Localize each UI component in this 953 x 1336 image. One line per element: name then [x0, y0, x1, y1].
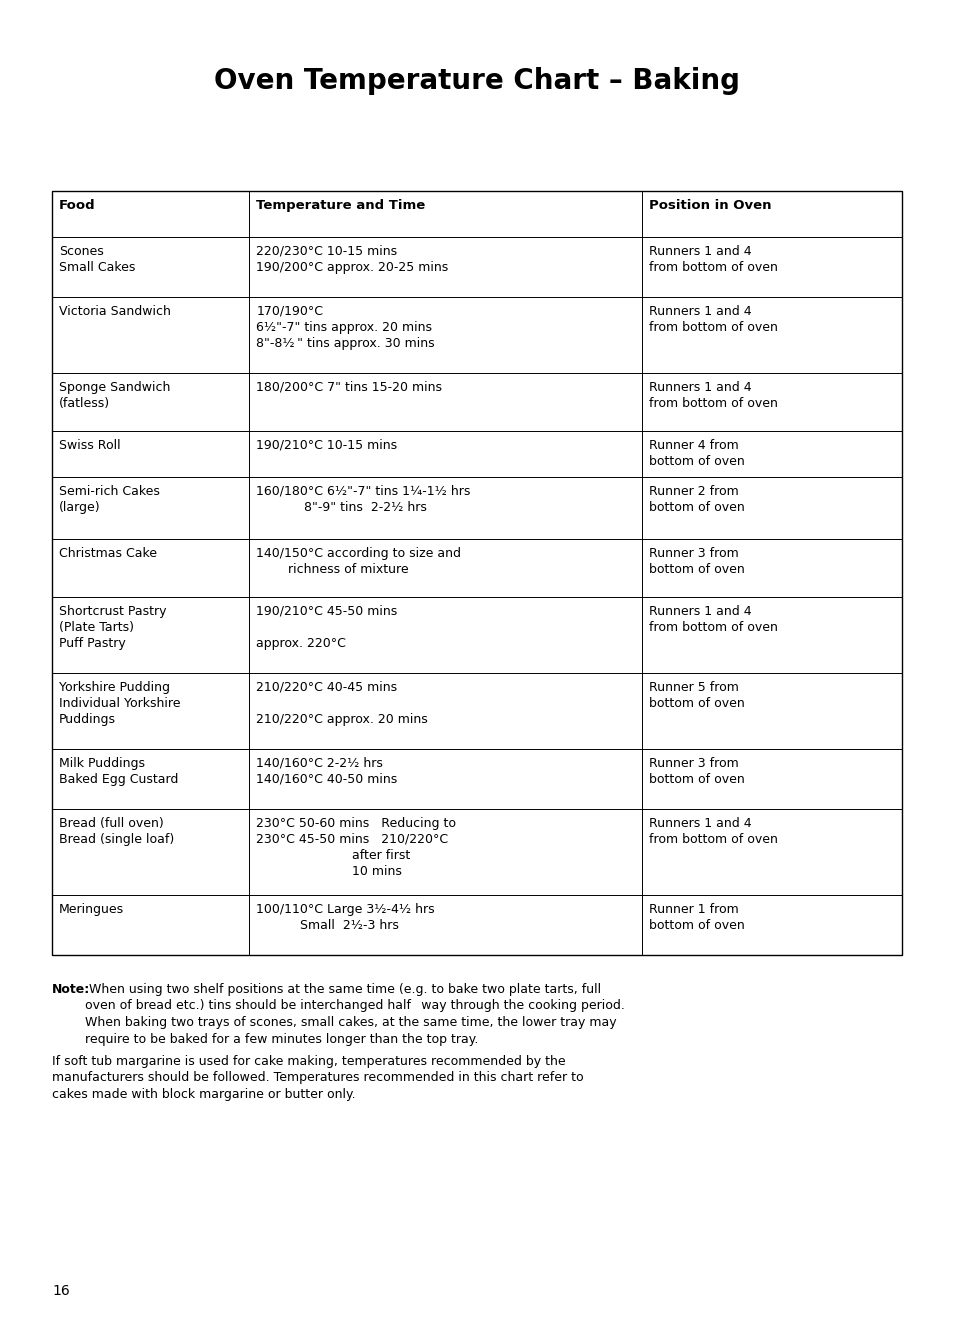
Text: Runner 3 from
bottom of oven: Runner 3 from bottom of oven [648, 546, 744, 576]
Text: 220/230°C 10-15 mins
190/200°C approx. 20-25 mins: 220/230°C 10-15 mins 190/200°C approx. 2… [256, 244, 448, 274]
Text: When using two shelf positions at the same time (e.g. to bake two plate tarts, f: When using two shelf positions at the sa… [85, 983, 624, 1046]
Text: Christmas Cake: Christmas Cake [59, 546, 157, 560]
Text: Runners 1 and 4
from bottom of oven: Runners 1 and 4 from bottom of oven [648, 244, 777, 274]
Text: 160/180°C 6½"-7" tins 1¼-1½ hrs
            8"-9" tins  2-2½ hrs: 160/180°C 6½"-7" tins 1¼-1½ hrs 8"-9" ti… [256, 485, 470, 514]
Text: Runner 4 from
bottom of oven: Runner 4 from bottom of oven [648, 440, 744, 468]
Text: 210/220°C 40-45 mins

210/220°C approx. 20 mins: 210/220°C 40-45 mins 210/220°C approx. 2… [256, 681, 428, 725]
Text: Position in Oven: Position in Oven [648, 199, 771, 212]
Text: Bread (full oven)
Bread (single loaf): Bread (full oven) Bread (single loaf) [59, 818, 174, 846]
Text: Sponge Sandwich
(fatless): Sponge Sandwich (fatless) [59, 381, 171, 410]
Bar [52, 191, 901, 955]
Text: 140/150°C according to size and
        richness of mixture: 140/150°C according to size and richness… [256, 546, 460, 576]
Text: Runners 1 and 4
from bottom of oven: Runners 1 and 4 from bottom of oven [648, 381, 777, 410]
Text: Victoria Sandwich: Victoria Sandwich [59, 305, 171, 318]
Text: Runner 1 from
bottom of oven: Runner 1 from bottom of oven [648, 903, 744, 933]
Text: 190/210°C 10-15 mins: 190/210°C 10-15 mins [256, 440, 396, 452]
Text: 100/110°C Large 3½-4½ hrs
           Small  2½-3 hrs: 100/110°C Large 3½-4½ hrs Small 2½-3 hrs [256, 903, 435, 933]
Text: 140/160°C 2-2½ hrs
140/160°C 40-50 mins: 140/160°C 2-2½ hrs 140/160°C 40-50 mins [256, 758, 397, 786]
Text: Semi-rich Cakes
(large): Semi-rich Cakes (large) [59, 485, 160, 514]
Text: Temperature and Time: Temperature and Time [256, 199, 425, 212]
Text: Swiss Roll: Swiss Roll [59, 440, 120, 452]
Text: Note:: Note: [52, 983, 91, 997]
Text: Scones
Small Cakes: Scones Small Cakes [59, 244, 135, 274]
Text: If soft tub margarine is used for cake making, temperatures recommended by the
m: If soft tub margarine is used for cake m… [52, 1055, 583, 1101]
Text: Runners 1 and 4
from bottom of oven: Runners 1 and 4 from bottom of oven [648, 305, 777, 334]
Text: Runners 1 and 4
from bottom of oven: Runners 1 and 4 from bottom of oven [648, 818, 777, 846]
Text: 190/210°C 45-50 mins

approx. 220°C: 190/210°C 45-50 mins approx. 220°C [256, 605, 397, 651]
Text: Oven Temperature Chart – Baking: Oven Temperature Chart – Baking [213, 67, 740, 95]
Text: 16: 16 [52, 1284, 70, 1299]
Text: Shortcrust Pastry
(Plate Tarts)
Puff Pastry: Shortcrust Pastry (Plate Tarts) Puff Pas… [59, 605, 167, 651]
Text: Yorkshire Pudding
Individual Yorkshire
Puddings: Yorkshire Pudding Individual Yorkshire P… [59, 681, 180, 725]
Text: Runner 2 from
bottom of oven: Runner 2 from bottom of oven [648, 485, 744, 514]
Text: 230°C 50-60 mins   Reducing to
230°C 45-50 mins   210/220°C
                    : 230°C 50-60 mins Reducing to 230°C 45-50… [256, 818, 456, 878]
Text: Milk Puddings
Baked Egg Custard: Milk Puddings Baked Egg Custard [59, 758, 178, 786]
Text: Runners 1 and 4
from bottom of oven: Runners 1 and 4 from bottom of oven [648, 605, 777, 635]
Text: 170/190°C
6½"-7" tins approx. 20 mins
8"-8½ " tins approx. 30 mins: 170/190°C 6½"-7" tins approx. 20 mins 8"… [256, 305, 435, 350]
Text: Food: Food [59, 199, 95, 212]
Text: Meringues: Meringues [59, 903, 124, 916]
Text: Runner 3 from
bottom of oven: Runner 3 from bottom of oven [648, 758, 744, 786]
Text: Runner 5 from
bottom of oven: Runner 5 from bottom of oven [648, 681, 744, 709]
Text: 180/200°C 7" tins 15-20 mins: 180/200°C 7" tins 15-20 mins [256, 381, 442, 394]
